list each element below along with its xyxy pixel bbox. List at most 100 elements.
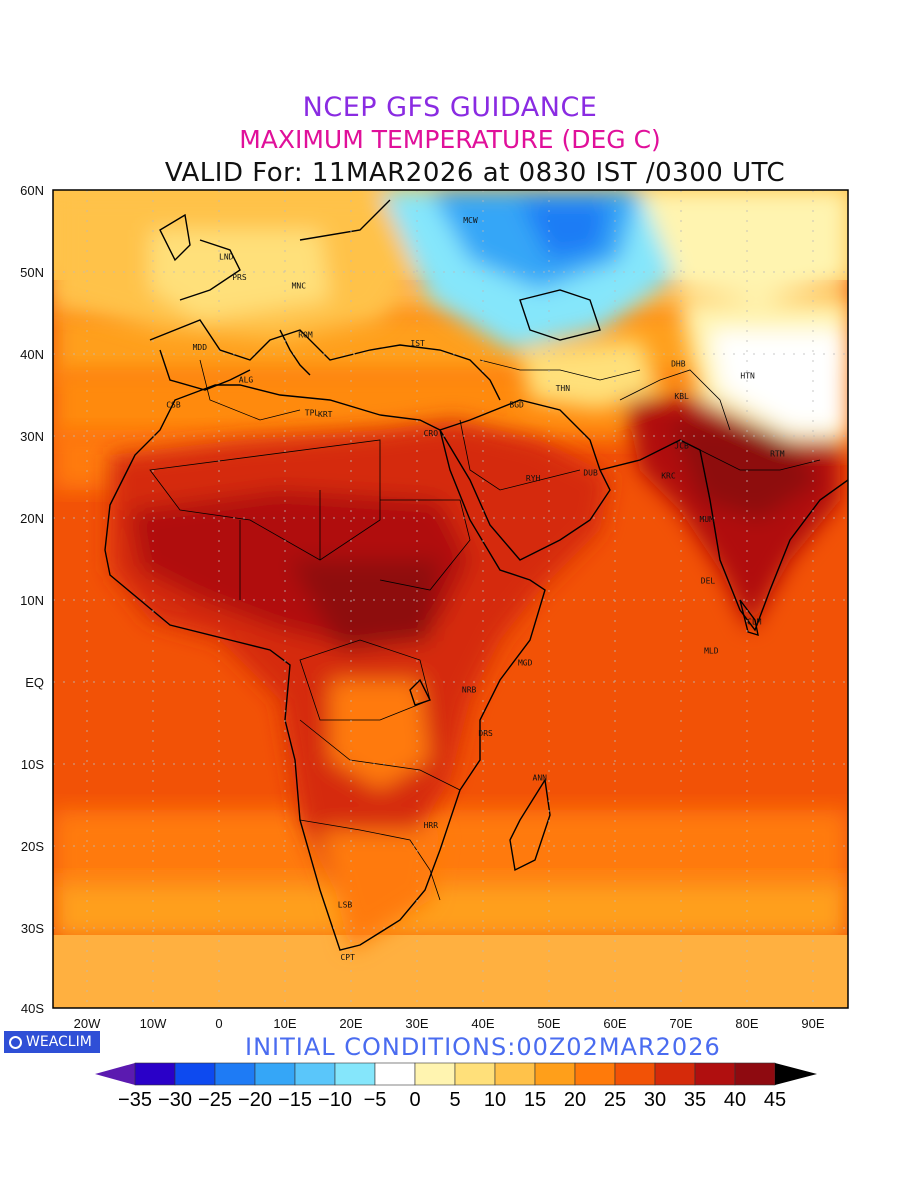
colorbar-tick-label: −20 [238, 1089, 272, 1111]
map-frame [52, 189, 849, 1009]
brand-name: WEACLIM [26, 1034, 92, 1050]
variable-title: MAXIMUM TEMPERATURE (DEG C) [239, 125, 661, 154]
lon-label: 90E [801, 1016, 824, 1031]
lat-label: 40S [21, 1001, 44, 1016]
city-label-rtm: RTM [770, 450, 785, 459]
lon-label: 0 [215, 1016, 222, 1031]
colorbar-cell [534, 1062, 576, 1086]
model-title: NCEP GFS GUIDANCE [302, 92, 598, 123]
city-label-cpt: CPT [340, 953, 355, 962]
colorbar-tick-label: 5 [449, 1089, 460, 1111]
lon-label: 10E [273, 1016, 296, 1031]
lat-label: 10N [20, 593, 44, 608]
lon-label: 10W [140, 1016, 167, 1031]
city-label-ann: ANN [533, 773, 548, 782]
colorbar-tick-label: −10 [318, 1089, 352, 1111]
city-label-cro: CRO [424, 429, 439, 438]
city-label-nrb: NRB [462, 686, 477, 695]
colorbar-cell [574, 1062, 616, 1086]
lat-label: 20S [21, 839, 44, 854]
colorbar-cell [694, 1062, 736, 1086]
colorbar-below-arrow [95, 1063, 135, 1085]
colorbar-tick-label: 10 [484, 1089, 506, 1111]
lon-label: 80E [735, 1016, 758, 1031]
city-label-rom: ROM [298, 331, 313, 340]
lon-label: 60E [603, 1016, 626, 1031]
colorbar-cell [414, 1062, 456, 1086]
colorbar-cell [374, 1062, 416, 1086]
lat-label: 20N [20, 511, 44, 526]
colorbar-tick-label: 45 [764, 1089, 786, 1111]
colorbar-cell [254, 1062, 296, 1086]
colorbar-tick-label: −35 [118, 1089, 152, 1111]
colorbar-tick-label: −30 [158, 1089, 192, 1111]
city-label-prs: PRS [232, 273, 247, 282]
lat-label: 10S [21, 757, 44, 772]
city-label-mnc: MNC [292, 281, 307, 290]
colorbar-cell [214, 1062, 256, 1086]
colorbar-cell [494, 1062, 536, 1086]
lat-label: 40N [20, 347, 44, 362]
city-label-hrr: HRR [424, 821, 439, 830]
lon-label: 50E [537, 1016, 560, 1031]
colorbar-cell [134, 1062, 176, 1086]
lat-label: 30N [20, 429, 44, 444]
graticule [53, 190, 848, 1008]
colorbar-tick-label: 20 [564, 1089, 586, 1111]
lat-label: EQ [25, 675, 44, 690]
city-label-mgd: MGD [518, 659, 533, 668]
colorbar: −35 −30 −25 −20 −15 −10 −5 0 5 10 15 20 25 30 35 40 45 [95, 1062, 817, 1111]
colorbar-cell [294, 1062, 336, 1086]
temperature-field [53, 190, 848, 1008]
city-label-thn: THN [556, 384, 571, 393]
colorbar-tick-label: −15 [278, 1089, 312, 1111]
colorbar-cell [614, 1062, 656, 1086]
city-label-kbl: KBL [674, 392, 689, 401]
city-label-lsb: LSB [338, 901, 353, 910]
colorbar-above-arrow [775, 1063, 817, 1085]
weaclim-logo: WEACLIM [4, 1031, 100, 1053]
city-label-lnd: LND [219, 253, 234, 262]
lat-label: 30S [21, 921, 44, 936]
city-label-clm: CLM [747, 618, 762, 627]
colorbar-cell [454, 1062, 496, 1086]
city-label-tpl: TPL [305, 409, 320, 418]
lat-label: 50N [20, 265, 44, 280]
colorbar-tick-label: 40 [724, 1089, 746, 1111]
city-label-htn: HTN [740, 372, 755, 381]
colorbar-cell [334, 1062, 376, 1086]
city-label-drs: DRS [478, 729, 493, 738]
city-label-del: DEL [701, 577, 716, 586]
lat-label: 60N [20, 183, 44, 198]
city-label-ist: IST [410, 339, 425, 348]
lon-label: 20W [74, 1016, 101, 1031]
colorbar-tick-label: −5 [364, 1089, 387, 1111]
city-label-jcb: JCB [674, 441, 689, 450]
lon-label: 20E [339, 1016, 362, 1031]
city-label-bgd: BGD [509, 400, 524, 409]
initial-conditions: INITIAL CONDITIONS:00Z02MAR2026 [245, 1033, 721, 1061]
colorbar-cell [174, 1062, 216, 1086]
city-label-mld: MLD [704, 646, 719, 655]
city-label-mcw: MCW [463, 216, 478, 225]
lon-label: 70E [669, 1016, 692, 1031]
lon-label: 30E [405, 1016, 428, 1031]
city-label-ryh: RYH [526, 474, 541, 483]
colorbar-tick-label: −25 [198, 1089, 232, 1111]
colorbar-tick-label: 25 [604, 1089, 626, 1111]
city-label-krc: KRC [661, 472, 676, 481]
colorbar-tick-label: 35 [684, 1089, 706, 1111]
city-label-krt: KRT [318, 410, 333, 419]
city-label-alg: ALG [239, 376, 254, 385]
colorbar-cell [734, 1062, 776, 1086]
colorbar-tick-label: 0 [409, 1089, 420, 1111]
colorbar-tick-label: 30 [644, 1089, 666, 1111]
valid-time: VALID For: 11MAR2026 at 0830 IST /0300 U… [164, 158, 786, 188]
city-label-dhb: DHB [671, 359, 686, 368]
city-label-dub: DUB [583, 468, 598, 477]
city-label-mdd: MDD [193, 343, 208, 352]
city-label-mum: MUM [699, 515, 714, 524]
colorbar-cell [654, 1062, 696, 1086]
